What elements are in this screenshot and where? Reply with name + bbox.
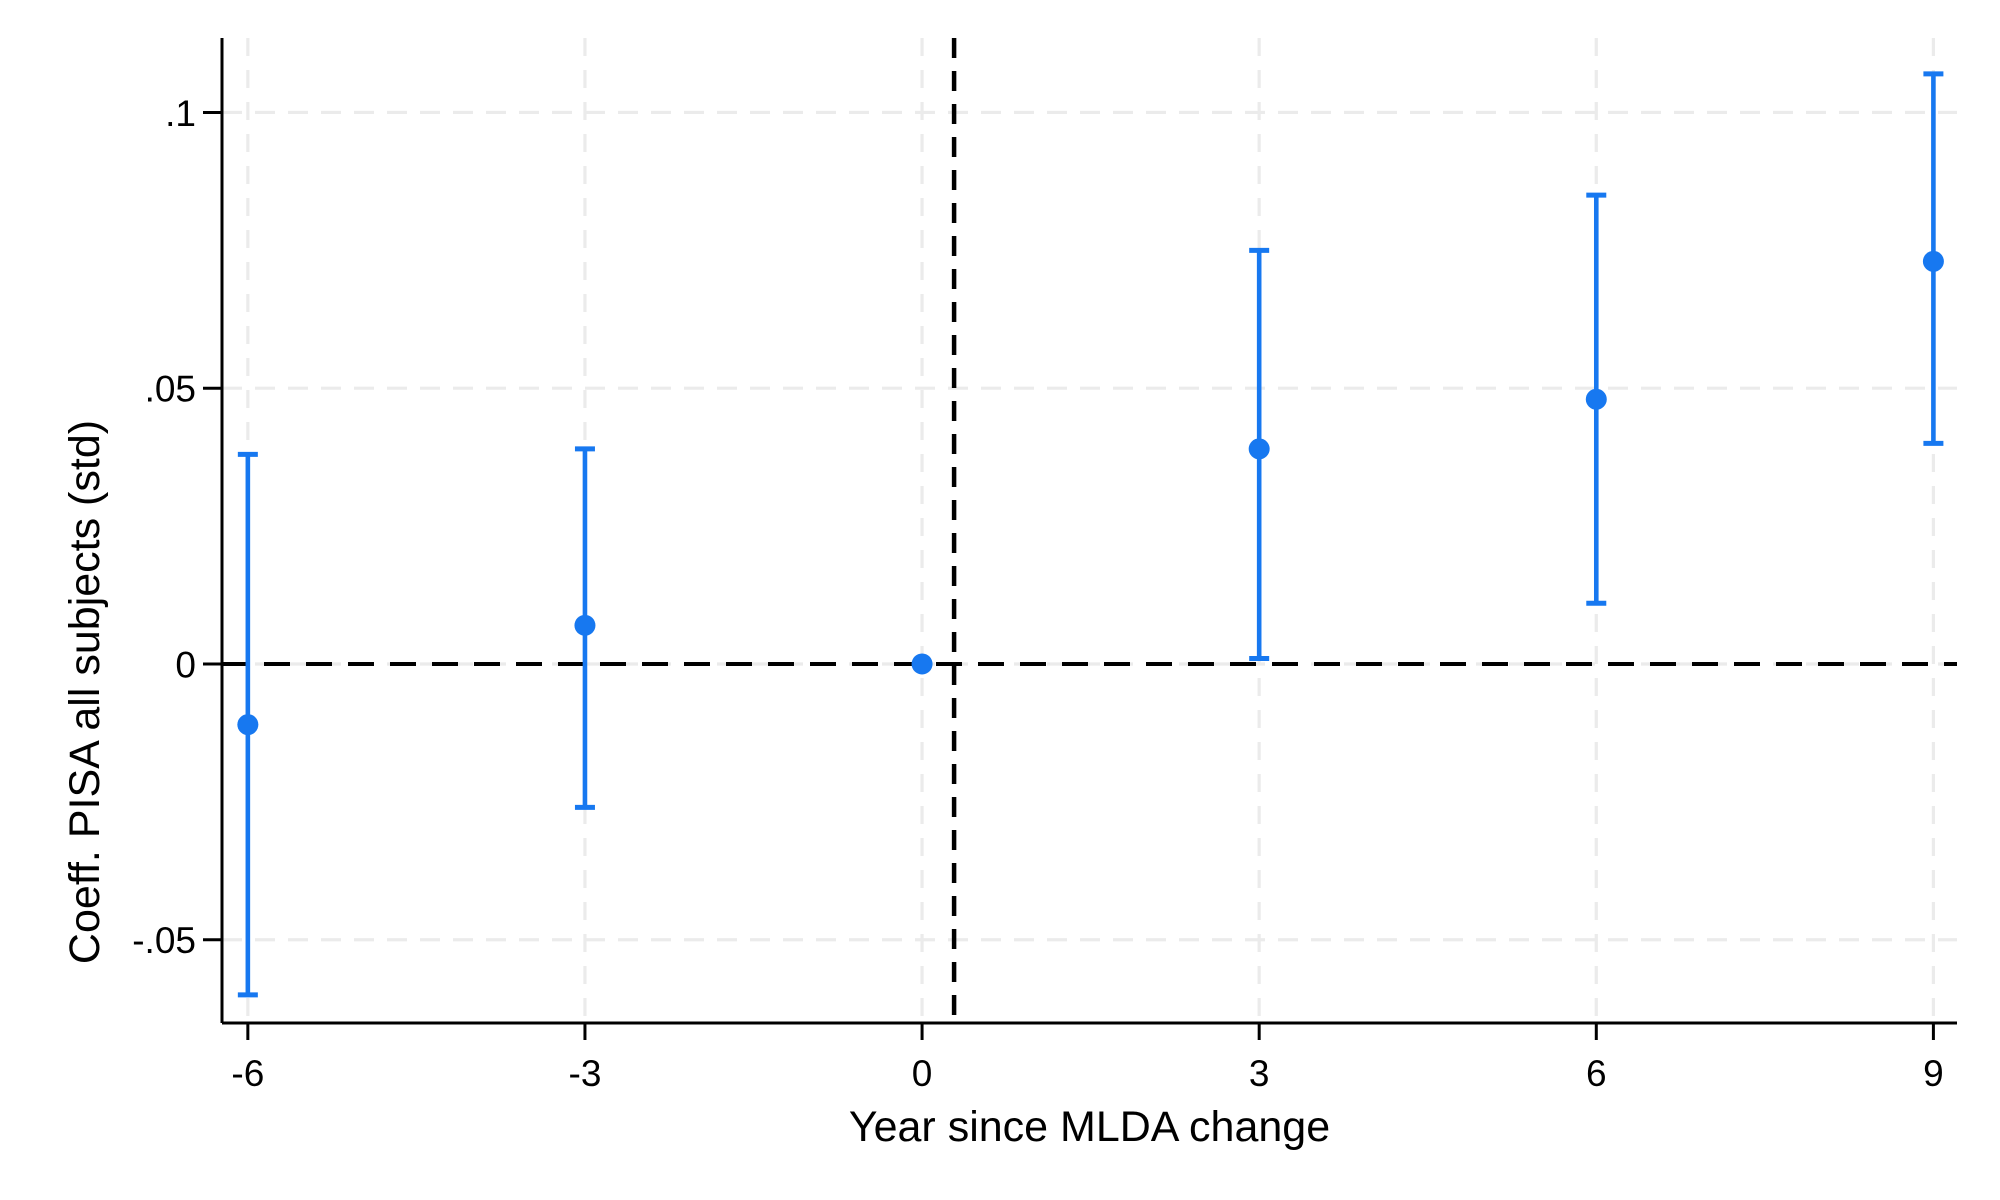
y-tick-label: .1 bbox=[165, 93, 196, 134]
x-tick-label: 9 bbox=[1923, 1053, 1944, 1094]
coefficient-marker bbox=[1922, 250, 1944, 272]
y-tick-label: -.05 bbox=[132, 920, 196, 961]
x-tick-label: -3 bbox=[569, 1053, 602, 1094]
y-tick-label: .05 bbox=[145, 369, 196, 410]
x-tick-label: 0 bbox=[912, 1053, 933, 1094]
coefficient-marker bbox=[1248, 438, 1270, 460]
x-tick-label: 3 bbox=[1249, 1053, 1270, 1094]
coefficient-marker bbox=[911, 653, 933, 675]
x-tick-label: -6 bbox=[231, 1053, 264, 1094]
coefficient-marker bbox=[237, 714, 259, 736]
coefficient-marker bbox=[1585, 388, 1607, 410]
x-axis-title: Year since MLDA change bbox=[849, 1103, 1330, 1151]
y-axis-title: Coeff. PISA all subjects (std) bbox=[61, 420, 109, 964]
y-tick-label: 0 bbox=[175, 644, 196, 685]
coefficient-marker bbox=[574, 614, 596, 636]
x-tick-label: 6 bbox=[1586, 1053, 1607, 1094]
